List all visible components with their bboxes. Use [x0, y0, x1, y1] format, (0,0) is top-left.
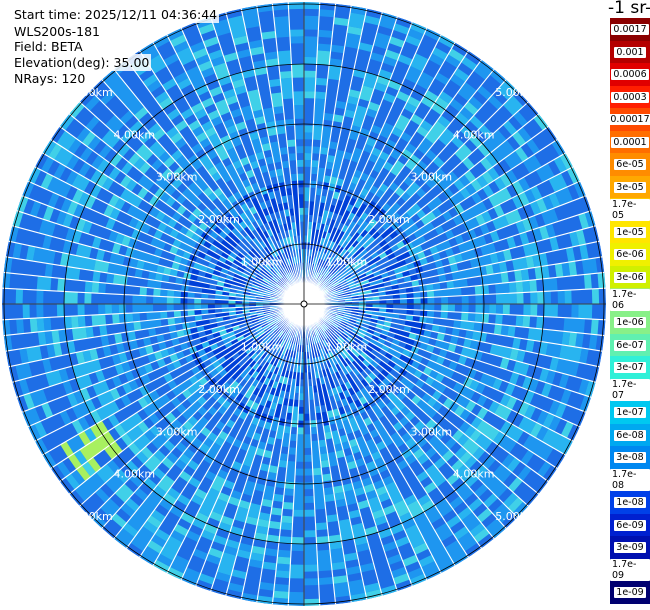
range-ring-label: 2.00km	[198, 383, 240, 396]
colorbar-bin: 6e-05	[610, 153, 650, 177]
range-ring-label: 1.00km	[241, 340, 283, 353]
colorbar-tick-label: 1.7e-05	[610, 198, 650, 221]
colorbar-bin: 6e-08	[610, 423, 650, 447]
colorbar-tick-label: 1e-09	[614, 587, 646, 599]
colorbar-tick-label: 1e-08	[614, 497, 646, 509]
colorbar-tick-label: 6e-06	[614, 249, 646, 261]
colorbar-bin: 1.7e-08	[610, 468, 650, 492]
colorbar-tick-label: 0.0017	[611, 24, 649, 36]
colorbar-bin: 1e-05	[610, 220, 650, 244]
range-ring-label: 5.00km	[71, 86, 113, 99]
colorbar-bin: 0.0006	[610, 63, 650, 87]
colorbar-tick-label: 3e-08	[614, 452, 646, 464]
center-marker	[300, 300, 308, 308]
colorbar-tick-label: 1e-06	[614, 317, 646, 329]
range-ring-label: 5.00km	[495, 86, 537, 99]
colorbar-tick-label: 0.001	[614, 46, 646, 58]
range-ring-label: 1.00km	[326, 256, 368, 269]
range-ring-label: 2.00km	[368, 213, 410, 226]
instrument-label: WLS200s-181	[12, 23, 102, 40]
range-ring-label: 5.00km	[71, 510, 113, 523]
ray-cells	[60, 420, 123, 482]
elevation-label: Elevation(deg): 35.00	[12, 54, 152, 71]
colorbar-tick-label: 1.7e-08	[610, 469, 650, 492]
range-ring-label: 3.00km	[156, 171, 198, 184]
range-ring-label: 4.00km	[453, 468, 495, 481]
colorbar-bin: 1e-09	[610, 581, 650, 605]
range-rings	[2, 2, 606, 606]
colorbar-bin: 3e-06	[610, 265, 650, 289]
ray-cells	[15, 2, 596, 605]
colorbar-tick-label: 3e-05	[614, 181, 646, 193]
colorbar-bin: 1.7e-09	[610, 558, 650, 582]
colorbar-bin: 1e-06	[610, 311, 650, 335]
range-ring-label: 3.00km	[411, 171, 453, 184]
colorbar-bin: 0.00017	[608, 108, 650, 132]
colorbar-tick-label: 1.7e-07	[610, 379, 650, 402]
colorbar-tick-label: 0.0006	[611, 69, 649, 81]
colorbar-title: -1 sr-	[608, 0, 650, 18]
colorbar-tick-label: 3e-09	[614, 542, 646, 554]
colorbar: 0.0017 0.001 0.0006 0.0003 0.00017 0.0001 6e-0…	[608, 18, 650, 605]
ray-cells	[2, 2, 598, 606]
range-ring-label: 1.00km	[326, 340, 368, 353]
colorbar-bin: 6e-09	[610, 513, 650, 537]
colorbar-bin: 6e-06	[610, 243, 650, 267]
colorbar-tick-label: 1e-05	[614, 226, 646, 238]
colorbar-tick-label: 0.00017	[608, 114, 650, 126]
colorbar-bin: 6e-07	[610, 333, 650, 357]
range-ring-labels: 1.00km 1.00km 1.00km 1.00km 2.00km 2.00km 2.00…	[71, 86, 537, 523]
colorbar-bin: 1.7e-07	[610, 378, 650, 402]
range-ring-label: 5.00km	[495, 510, 537, 523]
colorbar-tick-label: 6e-09	[614, 519, 646, 531]
colorbar-bin: 0.0001	[610, 130, 650, 154]
range-ring-label: 3.00km	[156, 425, 198, 438]
colorbar-tick-label: 0.0003	[611, 91, 649, 103]
range-ring-label: 1.00km	[241, 256, 283, 269]
field-label: Field: BETA	[12, 38, 85, 55]
colorbar-bin: 1e-08	[610, 491, 650, 515]
range-ring-label: 2.00km	[198, 213, 240, 226]
colorbar-bin: 1.7e-05	[610, 198, 650, 222]
colorbar-tick-label: 6e-07	[614, 339, 646, 351]
range-ring-label: 4.00km	[453, 128, 495, 141]
colorbar-bin: 3e-07	[610, 356, 650, 380]
range-ring-label: 3.00km	[411, 425, 453, 438]
colorbar-bin: 0.001	[610, 40, 650, 64]
colorbar-tick-label: 3e-06	[614, 271, 646, 283]
colorbar-tick-label: 1.7e-06	[610, 288, 650, 311]
colorbar-tick-label: 0.0001	[611, 136, 649, 148]
colorbar-bin: 3e-08	[610, 446, 650, 470]
range-ring-label: 2.00km	[368, 383, 410, 396]
colorbar-tick-label: 3e-07	[614, 362, 646, 374]
colorbar-bin: 0.0003	[610, 85, 650, 109]
colorbar-tick-label: 1.7e-09	[610, 559, 650, 582]
range-ring-label: 4.00km	[114, 128, 156, 141]
colorbar-bin: 1e-07	[610, 401, 650, 425]
colorbar-tick-label: 6e-05	[614, 159, 646, 171]
colorbar-bin: 0.0017	[610, 18, 650, 42]
nrays-label: NRays: 120	[12, 70, 88, 87]
colorbar-bin: 3e-05	[610, 175, 650, 199]
start-time-label: Start time: 2025/12/11 04:36:44	[12, 6, 220, 23]
colorbar-bin: 3e-09	[610, 536, 650, 560]
range-ring-label: 4.00km	[114, 468, 156, 481]
colorbar-tick-label: 6e-08	[614, 429, 646, 441]
colorbar-bin: 1.7e-06	[610, 288, 650, 312]
colorbar-tick-label: 1e-07	[614, 407, 646, 419]
